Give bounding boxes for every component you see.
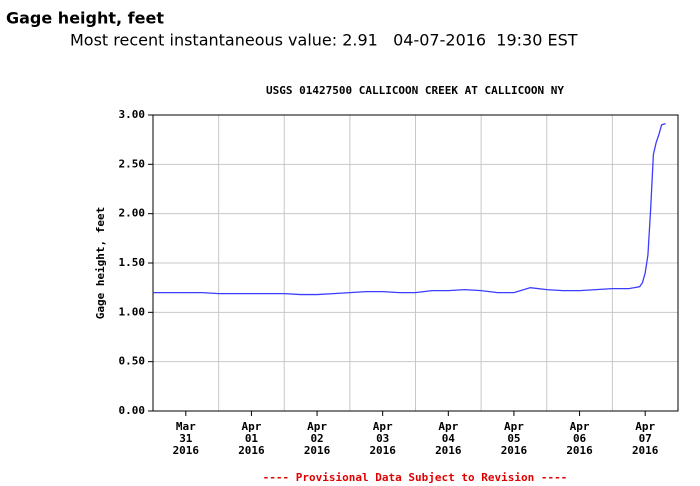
- chart-title: USGS 01427500 CALLICOON CREEK AT CALLICO…: [266, 84, 564, 97]
- x-tick-label: Mar 31 2016: [173, 420, 200, 457]
- data-line: [153, 123, 666, 296]
- x-tick-label: Apr 01 2016: [238, 420, 265, 457]
- plot-border: [152, 114, 679, 412]
- y-tick-label: 1.00: [119, 305, 146, 318]
- y-tick-label: 3.00: [119, 108, 146, 121]
- header-title: Gage height, feet: [6, 9, 164, 28]
- y-tick-label: 0.50: [119, 355, 146, 368]
- y-tick-label: 2.00: [119, 207, 146, 220]
- header-recent: Most recent instantaneous value: 2.91 04…: [70, 31, 578, 50]
- x-tick-label: Apr 03 2016: [369, 420, 396, 457]
- y-tick-label: 0.00: [119, 404, 146, 417]
- y-tick-label: 1.50: [119, 256, 146, 269]
- x-tick-label: Apr 02 2016: [304, 420, 331, 457]
- y-axis-label: Gage height, feet: [94, 207, 107, 320]
- x-tick-label: Apr 07 2016: [632, 420, 659, 457]
- x-tick-label: Apr 06 2016: [566, 420, 593, 457]
- x-tick-label: Apr 04 2016: [435, 420, 462, 457]
- y-tick-label: 2.50: [119, 157, 146, 170]
- x-tick-label: Apr 05 2016: [501, 420, 528, 457]
- footer: ---- Provisional Data Subject to Revisio…: [263, 471, 568, 484]
